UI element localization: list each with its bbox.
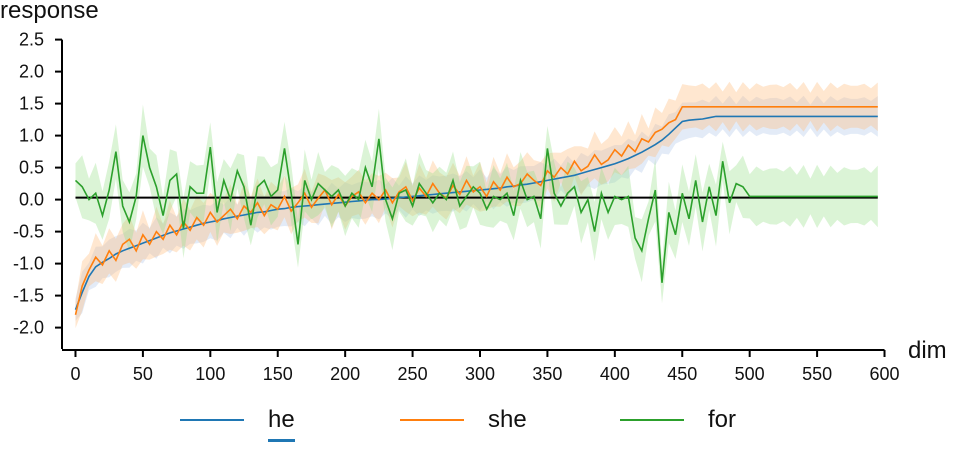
x-tick-label: 0 xyxy=(70,364,80,384)
legend-label-he: he xyxy=(268,406,295,442)
x-tick-label: 200 xyxy=(330,364,360,384)
y-tick-label: -1.0 xyxy=(13,254,44,274)
x-tick-label: 450 xyxy=(667,364,697,384)
band-he xyxy=(75,95,878,321)
confidence-bands xyxy=(75,81,878,329)
band-for xyxy=(75,104,878,304)
y-tick-label: 1.5 xyxy=(19,94,44,114)
x-tick-label: 500 xyxy=(735,364,765,384)
y-tick-label: 2.5 xyxy=(19,30,44,50)
x-tick-label: 150 xyxy=(263,364,293,384)
x-tick-label: 350 xyxy=(532,364,562,384)
y-tick-label: 0.5 xyxy=(19,158,44,178)
x-tick-label: 600 xyxy=(869,364,899,384)
legend-label-she: she xyxy=(488,406,527,433)
x-tick-label: 400 xyxy=(600,364,630,384)
axes: -2.0 -1.5 -1.0 -0.5 0.0 0.5 1.0 1.5 2.0 2.5 0 50 100… xyxy=(13,30,900,384)
legend-swatch-he xyxy=(180,419,244,421)
y-tick-label: 1.0 xyxy=(19,126,44,146)
series-lines xyxy=(74,106,878,315)
y-axis-title: response xyxy=(0,0,99,24)
y-tick-label: -2.0 xyxy=(13,318,44,338)
x-axis-title: dim xyxy=(908,337,947,364)
series-line-for xyxy=(74,135,878,283)
legend-item-she[interactable]: she xyxy=(400,402,527,438)
legend-label-for: for xyxy=(708,406,737,433)
x-tick-label: 550 xyxy=(802,364,832,384)
x-tick-label: 250 xyxy=(398,364,428,384)
y-tick-label: 0.0 xyxy=(19,190,44,210)
x-tick-label: 50 xyxy=(133,364,153,384)
y-tick-label: -0.5 xyxy=(13,222,44,242)
x-tick-label: 300 xyxy=(465,364,495,384)
x-tick-label: 100 xyxy=(195,364,225,384)
y-tick-label: -1.5 xyxy=(13,286,44,306)
band-she xyxy=(75,81,878,329)
y-tick-label: 2.0 xyxy=(19,62,44,82)
legend-item-he[interactable]: he xyxy=(180,402,295,442)
legend-swatch-for xyxy=(620,419,684,421)
legend-swatch-she xyxy=(400,419,464,421)
legend-item-for[interactable]: for xyxy=(620,402,736,438)
